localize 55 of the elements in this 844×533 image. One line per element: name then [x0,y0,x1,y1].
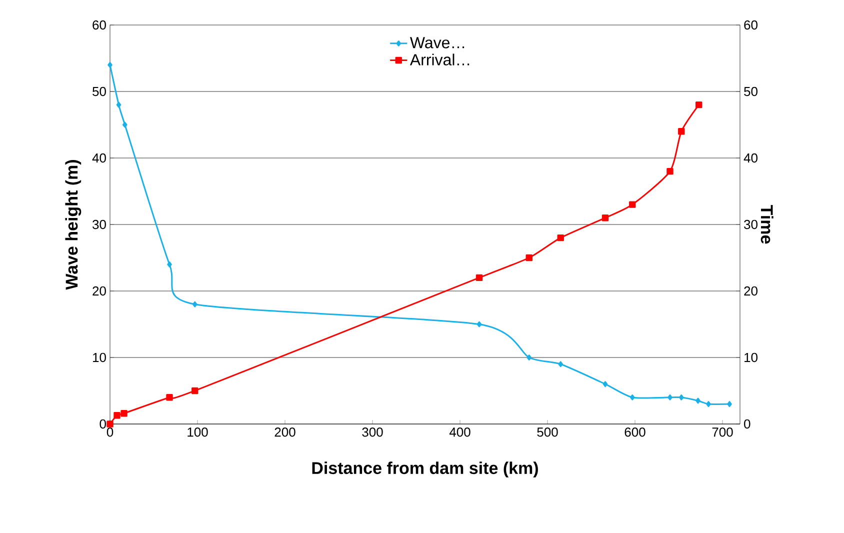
point [106,420,114,428]
x-tick-label: 300 [362,428,383,437]
y2-tick-label: 0 [744,419,750,429]
point [630,394,635,400]
point [122,122,128,128]
point [696,101,702,108]
point [678,128,685,135]
x-tick-label: 500 [537,428,558,437]
legend-label: Arrival… [410,54,470,66]
point [114,412,120,419]
point [558,361,564,368]
point [602,381,608,388]
y-tick-label: 0 [100,419,106,429]
y2-tick-label: 30 [744,220,758,230]
y-tick-label: 50 [92,86,106,96]
point [192,387,198,394]
legend-label: Wave… [410,37,464,48]
y-tick-label: 30 [92,220,106,230]
point [557,234,564,242]
point [706,401,711,407]
point [696,398,700,404]
point [602,214,609,222]
y2-tick-label: 60 [744,20,758,30]
point [166,394,173,401]
point [192,301,198,308]
y2-tick-label: 20 [744,286,758,296]
point [668,394,672,400]
point [167,261,172,268]
point [727,401,732,407]
y2-tick-label: 40 [744,153,758,163]
y2-axis-title: Time [760,204,774,244]
point [678,394,684,400]
x-tick-label: 100 [188,428,208,437]
point [476,321,482,328]
point [108,62,112,68]
point [476,274,483,282]
point [116,102,122,108]
point [526,254,532,262]
x-tick-label: 700 [712,428,733,437]
x-axis-title: Distance from dam site (km) [312,462,538,478]
y2-tick-label: 10 [744,352,758,362]
x-tick-label: 600 [624,428,646,437]
y-tick-label: 20 [92,286,106,296]
y-tick-label: 40 [92,153,106,163]
point [629,201,636,208]
x-tick-label: 0 [106,428,114,437]
x-tick-label: 200 [274,428,296,437]
point [120,410,128,417]
y2-tick-label: 50 [744,86,758,96]
point [666,168,674,175]
point [526,354,532,360]
y-axis-title: Wave height (m) [65,160,82,290]
y-tick-label: 10 [93,352,106,362]
y-tick-label: 60 [92,20,106,30]
x-tick-label: 400 [449,428,470,437]
